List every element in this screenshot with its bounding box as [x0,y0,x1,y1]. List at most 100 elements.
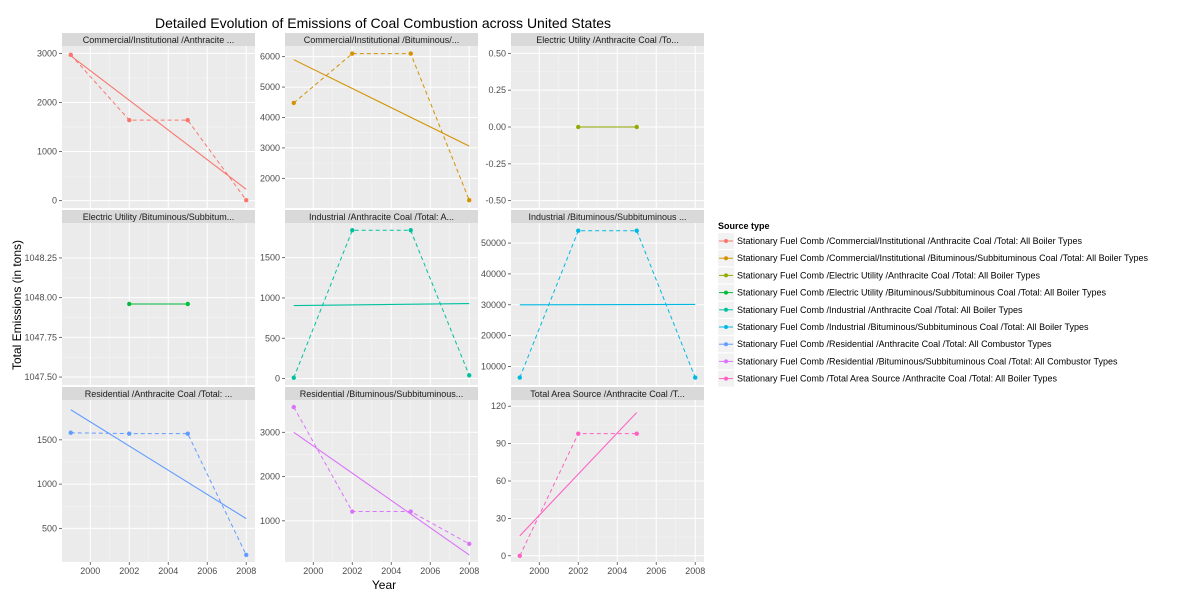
x-tick-label: 2008 [236,566,256,576]
legend-item: Stationary Fuel Comb /Commercial/Institu… [718,250,1149,267]
data-point [634,431,639,436]
data-point [127,117,132,123]
y-tick-label: 60 [496,476,506,486]
data-point [350,51,355,56]
y-tick-label: 1047.50 [24,372,57,382]
legend-title: Source type [718,221,770,231]
y-tick-label: 10000 [481,361,506,371]
y-tick-label: 2000 [260,472,280,482]
series-line [70,432,247,556]
x-tick-label: 2004 [607,566,627,576]
facet-strip-label: Commercial/Institutional /Bituminous/... [304,35,460,45]
legend-label: Stationary Fuel Comb /Residential /Bitum… [737,356,1118,366]
data-point [467,373,472,378]
facet-strip-label: Residential /Bituminous/Subbituminous... [300,389,464,399]
series-line [293,53,470,201]
y-tick-label: 1000 [37,147,57,157]
trend-line [70,409,247,520]
x-axis-title: Year [372,578,396,592]
y-tick-label: 50000 [481,238,506,248]
y-tick-label: 2000 [260,173,280,183]
facet-panel: Residential /Bituminous/Subbituminous...… [260,387,479,576]
legend-key-point [724,239,728,243]
legend-item: Stationary Fuel Comb /Electric Utility /… [718,267,1040,284]
legend-label: Stationary Fuel Comb /Electric Utility /… [737,270,1040,280]
facet-strip-label: Commercial/Institutional /Anthracite ... [83,35,235,45]
facet-strip [285,210,478,223]
facet-panel: Electric Utility /Anthracite Coal /To...… [485,33,704,208]
data-point [291,404,296,410]
x-tick-label: 2006 [646,566,666,576]
legend-key-point [724,325,728,329]
y-tick-label: 1500 [37,435,57,445]
x-tick-label: 2002 [342,566,362,576]
legend: Source type Stationary Fuel Comb /Commer… [718,221,1149,387]
facet-panels: Commercial/Institutional /Anthracite ...… [24,33,705,576]
facet-panel: Total Area Source /Anthracite Coal /T...… [491,387,705,576]
y-tick-label: 30000 [481,300,506,310]
data-point [408,228,413,233]
data-point [291,375,296,380]
panel-background [62,400,255,562]
legend-item: Stationary Fuel Comb /Industrial /Anthra… [718,301,1023,318]
y-tick-label: 0.25 [488,85,506,95]
facet-panel: Commercial/Institutional /Bituminous/...… [260,33,478,208]
legend-item: Stationary Fuel Comb /Commercial/Institu… [718,233,1082,249]
facet-panel: Industrial /Bituminous/Subbituminous ...… [481,210,704,385]
legend-item: Stationary Fuel Comb /Residential /Bitum… [718,353,1118,370]
trend-line [70,55,247,190]
y-tick-label: 3000 [37,48,57,58]
y-tick-label: 3000 [260,427,280,437]
legend-label: Stationary Fuel Comb /Total Area Source … [737,374,1057,384]
y-tick-label: 0 [52,196,57,206]
legend-items: Stationary Fuel Comb /Commercial/Institu… [718,233,1149,387]
data-point [634,124,639,130]
y-tick-label: 0 [501,551,506,561]
trend-line [293,59,470,147]
legend-item: Stationary Fuel Comb /Industrial /Bitumi… [718,319,1089,335]
data-point [467,198,472,203]
y-tick-label: 4000 [260,112,280,122]
facet-strip [285,33,478,46]
y-axis-title: Total Emissions (in tons) [10,240,24,370]
series-line [70,54,247,201]
data-point [185,301,190,307]
x-tick-label: 2000 [529,566,549,576]
y-tick-label: 120 [491,401,506,411]
y-tick-label: 1500 [260,253,280,263]
y-tick-label: 2000 [37,97,57,107]
data-point [68,430,73,435]
legend-item: Stationary Fuel Comb /Residential /Anthr… [718,336,1052,353]
facet-strip [62,33,255,46]
y-tick-label: 20000 [481,331,506,341]
legend-label: Stationary Fuel Comb /Industrial /Anthra… [737,305,1023,315]
facet-strip [62,387,255,400]
y-tick-label: 500 [265,333,280,343]
data-point [185,431,190,436]
data-point [244,197,249,203]
x-tick-label: 2004 [158,566,178,576]
facet-strip-label: Electric Utility /Bituminous/Subbitum... [83,212,235,222]
legend-item: Stationary Fuel Comb /Total Area Source … [718,370,1057,387]
legend-key-point [724,290,728,295]
data-point [244,552,249,558]
legend-key-point [724,307,728,312]
y-tick-label: 500 [42,523,57,533]
data-point [693,375,698,380]
facet-strip [285,387,478,400]
x-tick-label: 2000 [80,566,100,576]
data-point [576,431,581,436]
y-tick-label: 1000 [260,516,280,526]
y-tick-label: 90 [496,439,506,449]
y-tick-label: 30 [496,513,506,523]
facet-strip-label: Industrial /Anthracite Coal /Total: A... [309,212,454,222]
y-tick-label: 1047.75 [24,332,57,342]
x-tick-label: 2006 [420,566,440,576]
data-point [350,509,355,514]
x-tick-label: 2000 [303,566,323,576]
data-point [517,375,522,380]
legend-key-point [724,359,728,364]
chart-title: Detailed Evolution of Emissions of Coal … [155,15,611,31]
facet-strip-label: Electric Utility /Anthracite Coal /To... [536,35,679,45]
